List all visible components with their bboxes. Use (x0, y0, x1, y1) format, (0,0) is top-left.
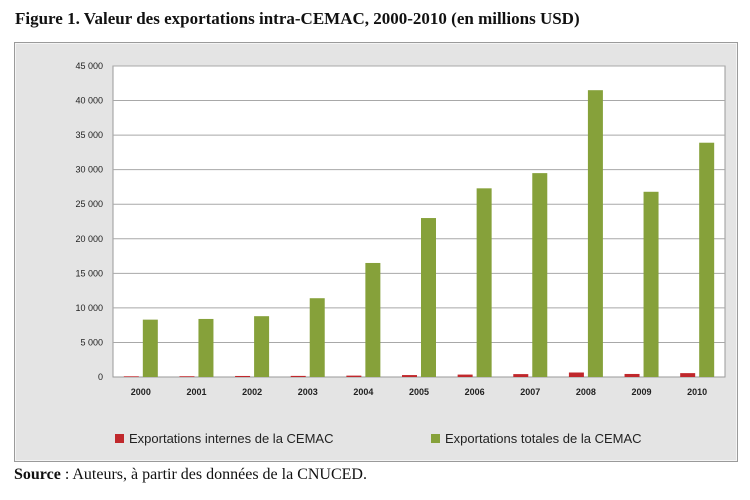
x-tick-label: 2002 (242, 387, 262, 397)
x-tick-label: 2005 (409, 387, 429, 397)
legend-swatch-internal (115, 434, 124, 443)
bar-internal-exports (457, 374, 473, 377)
bar-internal-exports (624, 373, 640, 377)
y-tick-label: 40 000 (75, 96, 103, 106)
y-tick-label: 35 000 (75, 130, 103, 140)
x-tick-label: 2000 (131, 387, 151, 397)
y-tick-label: 45 000 (75, 61, 103, 71)
bar-internal-exports (290, 375, 306, 377)
bar-total-exports (142, 319, 158, 377)
bar-internal-exports (346, 375, 362, 377)
bar-total-exports (309, 298, 325, 377)
y-tick-label: 0 (98, 372, 103, 382)
bar-internal-exports (568, 372, 584, 377)
bar-internal-exports (235, 375, 251, 377)
legend-item-total: Exportations totales de la CEMAC (431, 431, 642, 446)
y-tick-label: 25 000 (75, 199, 103, 209)
bar-internal-exports (179, 376, 195, 377)
source-label: Source (14, 466, 61, 483)
source-text: : Auteurs, à partir des données de la CN… (60, 466, 367, 483)
bar-internal-exports (123, 376, 139, 377)
legend-swatch-total (431, 434, 440, 443)
x-tick-label: 2006 (465, 387, 485, 397)
bar-total-exports (643, 191, 659, 377)
y-tick-label: 10 000 (75, 303, 103, 313)
x-tick-label: 2007 (520, 387, 540, 397)
bar-total-exports (699, 142, 715, 377)
x-tick-label: 2003 (298, 387, 318, 397)
y-tick-label: 20 000 (75, 234, 103, 244)
legend-item-internal: Exportations internes de la CEMAC (115, 431, 333, 446)
bar-total-exports (365, 262, 381, 377)
x-tick-label: 2008 (576, 387, 596, 397)
bar-internal-exports (402, 375, 417, 377)
plot-area (112, 65, 726, 378)
bar-total-exports (532, 173, 548, 377)
figure-title: Figure 1. Valeur des exportations intra-… (15, 9, 580, 28)
bar-total-exports (198, 318, 214, 377)
y-tick-label: 5 000 (80, 337, 103, 347)
x-tick-label: 2010 (687, 387, 707, 397)
x-tick-label: 2001 (186, 387, 206, 397)
bar-chart: 0 5 000 10 000 15 000 20 000 25 000 30 000 35 0… (75, 61, 726, 397)
bar-total-exports (254, 316, 270, 377)
legend-label-total: Exportations totales de la CEMAC (445, 431, 642, 446)
bar-total-exports (476, 188, 492, 377)
chart-frame: 0 5 000 10 000 15 000 20 000 25 000 30 000 35 0… (14, 42, 738, 462)
x-tick-label: 2009 (632, 387, 652, 397)
source-note: Source : Auteurs, à partir des données d… (14, 466, 367, 484)
legend-label-internal: Exportations internes de la CEMAC (129, 431, 334, 446)
y-tick-label: 30 000 (75, 165, 103, 175)
bar-total-exports (421, 218, 436, 377)
x-tick-label: 2004 (353, 387, 373, 397)
bar-internal-exports (513, 374, 529, 377)
bar-total-exports (587, 90, 603, 377)
y-tick-label: 15 000 (75, 268, 103, 278)
bar-internal-exports (680, 373, 696, 377)
